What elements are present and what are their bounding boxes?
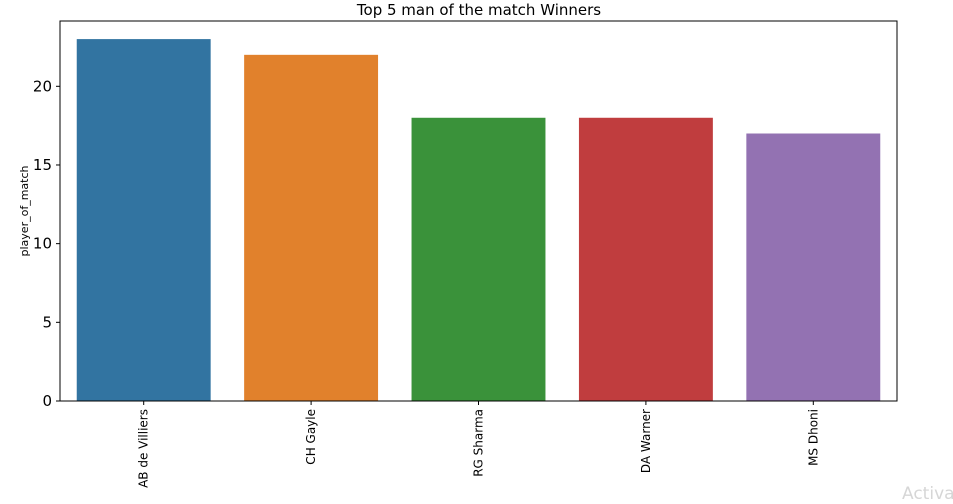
x-tick-label: CH Gayle: [304, 409, 318, 465]
bar-ch-gayle: [244, 54, 379, 401]
bar-ab-de-villiers: [76, 39, 211, 401]
y-tick-label: 20: [33, 77, 52, 95]
x-tick-label: MS Dhoni: [806, 409, 820, 466]
y-tick-label: 0: [42, 392, 52, 410]
bar-rg-sharma: [411, 117, 546, 401]
y-axis-ticks: 0 5 10 15 20: [33, 77, 60, 410]
y-axis-label: player_of_match: [18, 165, 31, 256]
plot-frame: [59, 20, 898, 402]
x-tick-label: DA Warner: [639, 409, 653, 473]
x-tick-label: AB de Villiers: [137, 409, 151, 488]
y-tick-label: 15: [33, 156, 52, 174]
chart-title: Top 5 man of the match Winners: [356, 1, 601, 19]
bars-group: [76, 39, 881, 401]
bar-ms-dhoni: [746, 133, 881, 401]
x-tick-label: RG Sharma: [472, 409, 486, 477]
activation-watermark: Activa: [902, 484, 953, 504]
x-axis-ticks: AB de Villiers CH Gayle RG Sharma DA Warner…: [137, 401, 820, 488]
y-tick-label: 10: [33, 235, 52, 253]
bar-da-warner: [578, 117, 713, 401]
y-tick-label: 5: [42, 313, 52, 331]
